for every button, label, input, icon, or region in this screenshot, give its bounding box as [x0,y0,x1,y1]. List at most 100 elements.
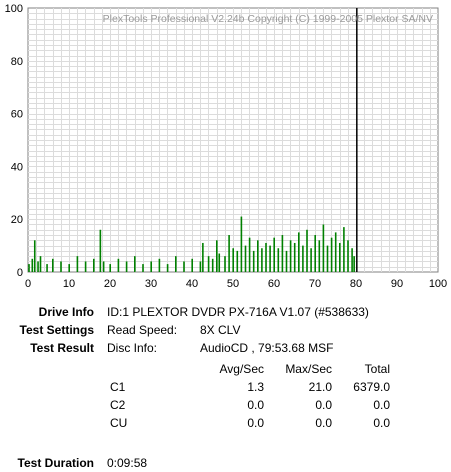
drive-info-label: Drive Info [38,305,94,319]
table-cell-total: 6379.0 [353,380,390,394]
bar [46,264,48,272]
bar [109,264,111,272]
c1-error-chart: PlexTools Professional V2.24b Copyright … [5,3,448,290]
bar [134,256,136,272]
bar [244,245,247,272]
bar [202,242,204,272]
bar [265,242,267,272]
bar [261,248,263,272]
grid-lines [28,8,438,272]
bar [277,248,280,272]
bar [39,256,42,272]
table-cell-avg: 0.0 [247,416,264,430]
bar [330,237,333,272]
x-tick-label: 10 [63,278,75,290]
test-duration-label: Test Duration [17,456,94,470]
bar [248,237,251,272]
bar [207,256,210,272]
bar [236,250,239,272]
bar [326,245,329,272]
bar [318,240,321,272]
bar [52,258,54,272]
disc-info-label: Disc Info: [107,341,158,355]
x-tick-label: 70 [309,278,321,290]
bar [93,258,95,272]
table-cell-avg: 1.3 [247,380,264,394]
read-speed-label: Read Speed: [107,323,178,337]
table-cell-total: 0.0 [373,416,390,430]
bar [142,264,144,272]
bar [314,235,316,272]
x-tick-label: 90 [391,278,403,290]
bar [351,248,353,272]
table-row-name: CU [110,416,128,430]
x-tick-labels: 0 10 20 30 40 50 60 70 80 90 100 [25,278,447,290]
bar [252,250,255,272]
bar [76,256,79,272]
x-tick-label: 20 [104,278,116,290]
bar [257,240,259,272]
test-duration-value: 0:09:58 [107,456,148,470]
bar [310,248,312,272]
bar [224,256,226,272]
bar [191,258,193,272]
table-row-name: C2 [110,398,126,412]
y-tick-label: 80 [11,56,23,68]
table-cell-max: 21.0 [308,380,332,394]
read-speed-value: 8X CLV [200,323,241,337]
y-tick-label: 0 [17,267,23,279]
bar [339,242,341,272]
bar [240,216,243,272]
x-tick-label: 80 [350,278,362,290]
bar [269,245,271,272]
bar [117,258,120,272]
y-tick-label: 60 [11,109,23,121]
x-tick-label: 50 [227,278,239,290]
bar [306,229,308,272]
bar [183,261,185,272]
bar [232,248,234,272]
bar [60,261,62,272]
table-cell-max: 0.0 [315,416,332,430]
x-tick-label: 60 [268,278,280,290]
bar [302,245,304,272]
bar [150,261,152,272]
chart-title: PlexTools Professional V2.24b Copyright … [103,13,433,25]
table-header-avg: Avg/Sec [219,362,264,376]
y-tick-label: 20 [11,214,23,226]
bar [68,264,70,272]
bar [293,242,296,272]
x-tick-label: 40 [186,278,198,290]
x-tick-label: 100 [429,278,447,290]
table-cell-max: 0.0 [315,398,332,412]
bar [211,258,214,272]
x-tick-label: 0 [25,278,31,290]
bar [322,224,325,272]
table-cell-avg: 0.0 [247,398,264,412]
bar [125,261,128,272]
bar [166,264,169,272]
bar [28,264,30,272]
bar [37,261,39,272]
y-tick-labels: 100 80 60 40 20 0 [5,3,23,279]
table-cell-total: 0.0 [373,398,390,412]
table-header-max: Max/Sec [285,362,332,376]
drive-info-value: ID:1 PLEXTOR DVDR PX-716A V1.07 (#538633… [107,305,369,319]
bar [334,232,337,272]
test-settings-label: Test Settings [19,323,94,337]
bar [353,256,355,272]
bar [31,258,34,272]
bar [158,258,161,272]
bar [218,253,221,272]
disc-info-value: AudioCD , 79:53.68 MSF [200,341,334,355]
bar [102,261,105,272]
bar-series [28,216,355,272]
bar [33,240,36,272]
table-row-name: C1 [110,380,126,394]
y-tick-label: 40 [11,161,23,173]
x-tick-label: 30 [145,278,157,290]
bar [228,235,230,272]
bar [343,227,345,272]
bar [199,261,202,272]
